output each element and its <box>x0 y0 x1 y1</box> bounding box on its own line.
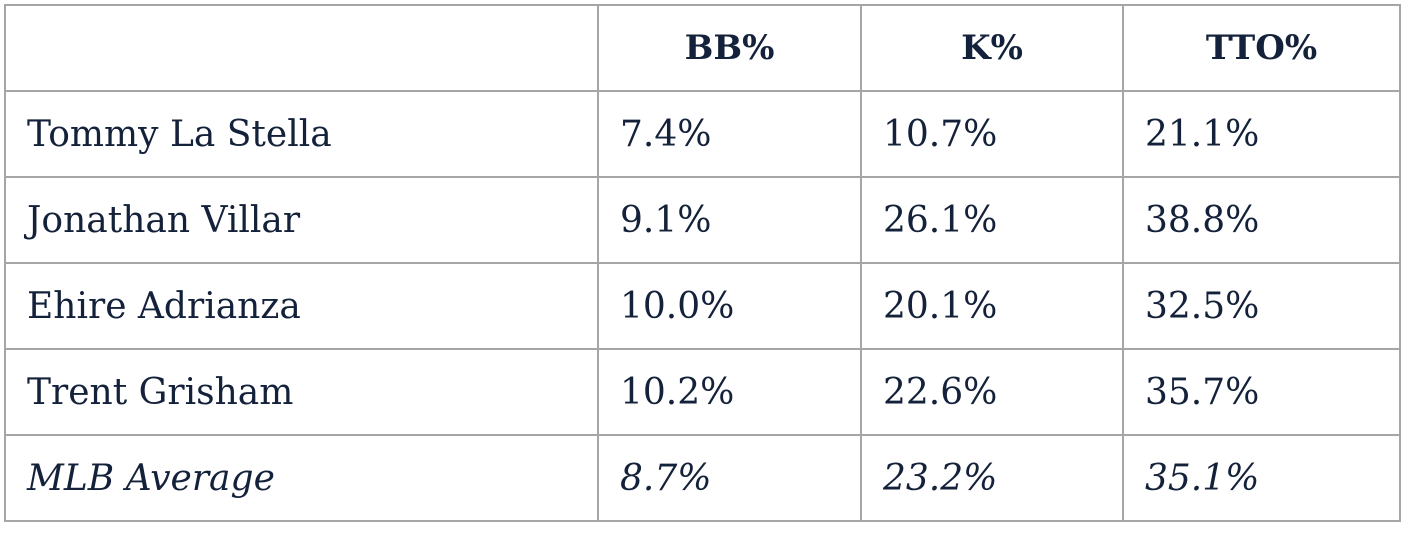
tto-pct-cell: 21.1% <box>1122 90 1401 178</box>
k-pct-cell: 22.6% <box>860 348 1124 436</box>
stats-table: BB% K% TTO% Tommy La Stella 7.4% 10.7% 2… <box>4 4 1401 522</box>
bb-pct-cell: 9.1% <box>597 176 862 264</box>
player-name-cell: Jonathan Villar <box>4 176 599 264</box>
tto-pct-cell: 38.8% <box>1122 176 1401 264</box>
average-bb-pct-cell: 8.7% <box>597 434 862 522</box>
tto-pct-cell: 32.5% <box>1122 262 1401 350</box>
k-pct-cell: 10.7% <box>860 90 1124 178</box>
bb-pct-cell: 10.0% <box>597 262 862 350</box>
header-tto-pct: TTO% <box>1122 4 1401 92</box>
player-name-cell: Trent Grisham <box>4 348 599 436</box>
bb-pct-cell: 10.2% <box>597 348 862 436</box>
average-tto-pct-cell: 35.1% <box>1122 434 1401 522</box>
k-pct-cell: 20.1% <box>860 262 1124 350</box>
stats-table-container: BB% K% TTO% Tommy La Stella 7.4% 10.7% 2… <box>4 4 1401 522</box>
average-row: MLB Average 8.7% 23.2% 35.1% <box>4 434 1401 522</box>
table-row: Ehire Adrianza 10.0% 20.1% 32.5% <box>4 262 1401 350</box>
tto-pct-cell: 35.7% <box>1122 348 1401 436</box>
header-bb-pct: BB% <box>597 4 862 92</box>
header-empty-cell <box>4 4 599 92</box>
table-row: Tommy La Stella 7.4% 10.7% 21.1% <box>4 90 1401 178</box>
header-k-pct: K% <box>860 4 1124 92</box>
average-name-cell: MLB Average <box>4 434 599 522</box>
player-name-cell: Tommy La Stella <box>4 90 599 178</box>
player-name-cell: Ehire Adrianza <box>4 262 599 350</box>
table-row: Trent Grisham 10.2% 22.6% 35.7% <box>4 348 1401 436</box>
k-pct-cell: 26.1% <box>860 176 1124 264</box>
bb-pct-cell: 7.4% <box>597 90 862 178</box>
average-k-pct-cell: 23.2% <box>860 434 1124 522</box>
table-row: Jonathan Villar 9.1% 26.1% 38.8% <box>4 176 1401 264</box>
header-row: BB% K% TTO% <box>4 4 1401 92</box>
